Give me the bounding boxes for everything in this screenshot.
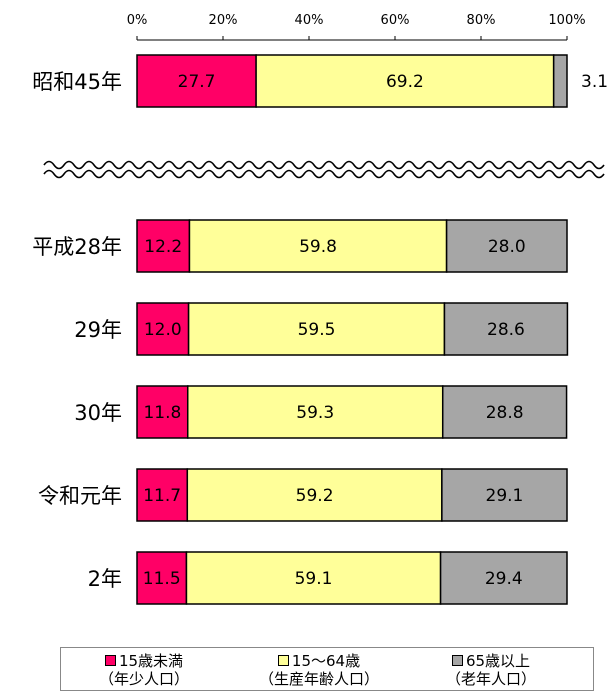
data-label: 11.8 [143,403,181,423]
legend-label-working-age: 15～64歳 [291,652,361,670]
bar-segment [136,219,191,273]
data-label: 12.0 [144,320,182,340]
x-tick-label: 60% [381,13,410,28]
category-label: 令和元年 [38,484,122,508]
data-label: 12.2 [144,237,182,257]
legend-sub-working-age: （生産年齢人口） [259,670,380,688]
bar-segment [185,551,442,605]
category-label: 昭和45年 [32,70,122,94]
data-label: 59.5 [298,320,336,340]
bar-segment [186,468,443,522]
data-label: 28.0 [488,237,526,257]
bar-segment [188,219,448,273]
bar-rows: 昭和45年 27.7 69.2 3.1 平成28年 12.2 59.8 28.0 29年 12.0… [32,54,608,605]
bar-segment [441,385,568,439]
x-tick-label: 100% [548,13,585,28]
legend-label-under15: 15歳未満 [118,652,184,670]
x-tick-label: 40% [295,13,324,28]
legend-item-65plus: 65歳以上 （老年人口） [446,652,536,688]
x-axis-ticks: 0% 20% 40% 60% 80% 100% [127,13,586,40]
legend-sub-65plus: （老年人口） [446,670,537,688]
x-tick-label: 20% [209,13,238,28]
data-label: 69.2 [386,72,424,92]
bar-segment [136,385,189,439]
bar-segment [443,302,569,356]
bar-segment [255,54,555,108]
legend-label-65plus: 65歳以上 [465,652,531,670]
data-label: 59.3 [296,403,334,423]
bar-segment [445,219,568,273]
data-label: 28.6 [487,320,525,340]
bar-segment [136,54,257,108]
data-label: 11.5 [143,569,181,589]
axis-break-line-lower [43,169,605,179]
axis-break-marker [43,160,605,179]
data-label: 29.1 [486,486,524,506]
bar-segment [439,551,568,605]
legend: 15歳未満 （年少人口） 15～64歳 （生産年齢人口） 65歳以上 （老年人口… [60,647,594,691]
bar-segment [136,302,190,356]
category-label: 29年 [74,318,122,342]
legend-swatch-65plus [451,655,463,666]
category-label: 2年 [88,567,122,591]
legend-sub-under15: （年少人口） [99,670,190,688]
x-tick-label: 0% [127,13,148,28]
category-label: 平成28年 [32,235,122,259]
legend-item-working-age: 15～64歳 （生産年齢人口） [259,652,379,688]
bar-segment [552,54,568,108]
legend-item-under15: 15歳未満 （年少人口） [99,652,189,688]
data-label: 11.7 [143,486,181,506]
data-label: 59.1 [295,569,333,589]
bar-segment [441,468,568,522]
data-label: 27.7 [178,72,216,92]
axis-break-line-upper [43,160,605,170]
data-label: 29.4 [485,569,523,589]
category-label: 30年 [74,401,122,425]
data-label: 28.8 [486,403,524,423]
legend-swatch-working-age [277,655,289,666]
x-tick-label: 80% [467,13,496,28]
data-label: 59.2 [296,486,334,506]
data-label: 59.8 [299,237,337,257]
data-label: 3.1 [581,72,608,92]
legend-swatch-under15 [104,655,116,666]
